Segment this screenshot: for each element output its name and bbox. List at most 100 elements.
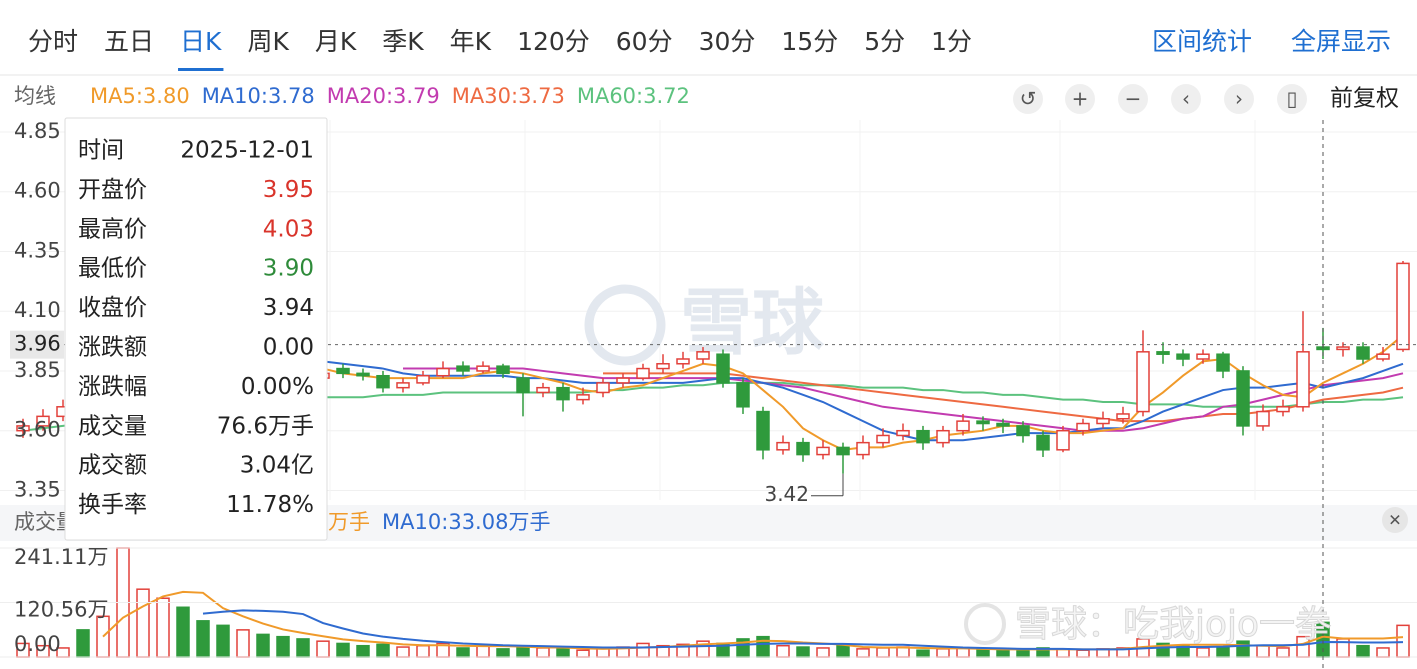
volume-bar (836, 644, 850, 658)
volume-bar (416, 644, 430, 658)
tooltip-value: 76.6万手 (217, 413, 314, 439)
candle-body (1116, 413, 1130, 420)
tab[interactable]: 周K (247, 27, 289, 56)
last-price-label: 3.96 (14, 332, 61, 356)
candle-body (1196, 353, 1210, 360)
candle-body (936, 429, 950, 444)
y-tick-label: 4.85 (14, 119, 61, 143)
candle-body (1136, 351, 1150, 413)
tab[interactable]: 1分 (931, 27, 972, 56)
candle-body (1176, 353, 1190, 360)
volume-bar (1216, 646, 1230, 658)
candle-body (456, 365, 470, 372)
header-link[interactable]: 区间统计 (1152, 27, 1252, 56)
tooltip-label: 成交量 (78, 413, 147, 439)
toolbar-button[interactable] (1065, 84, 1095, 114)
toolbar-button[interactable] (1171, 84, 1201, 114)
volume-bar (516, 646, 530, 658)
candle-body (336, 367, 350, 375)
volume-bar (1016, 649, 1030, 658)
candle-body (36, 415, 50, 427)
tooltip-label: 成交额 (78, 453, 147, 479)
volume-bar (556, 648, 570, 658)
candle-body (1216, 353, 1230, 372)
y-tick-label: 3.35 (14, 477, 61, 501)
volume-bar (216, 624, 230, 658)
tab[interactable]: 月K (315, 27, 357, 56)
candle-body (716, 353, 730, 384)
tooltip-label: 涨跌幅 (78, 374, 147, 400)
toolbar-icon: ↺ (1020, 87, 1037, 111)
tab[interactable]: 5分 (864, 27, 905, 56)
watermark: 雪球 (680, 281, 825, 365)
volume-bar (576, 649, 590, 658)
toolbar-icon: ▯ (1286, 87, 1297, 111)
adjust-mode[interactable]: 前复权 (1330, 86, 1399, 112)
volume-bar (876, 647, 890, 658)
toolbar-button[interactable] (1118, 84, 1148, 114)
candle-body (1076, 422, 1090, 432)
watermark-logo (584, 284, 666, 366)
candle-body (816, 446, 830, 456)
volume-bar (1276, 647, 1290, 658)
candle-body (896, 429, 910, 437)
candle-body (1236, 370, 1250, 427)
ma-title: 均线 (14, 84, 56, 108)
toolbar-button[interactable] (1013, 84, 1043, 114)
ma-line (603, 372, 1404, 423)
candle-body (956, 420, 970, 432)
candle-body (536, 386, 550, 394)
y-tick-label: 3.60 (14, 418, 61, 442)
tab[interactable]: 60分 (616, 27, 673, 56)
tab[interactable]: 120分 (517, 27, 590, 56)
ma-line (202, 353, 1404, 442)
tab-underline (178, 68, 224, 71)
y-tick-label: 4.60 (14, 179, 61, 203)
y-tick-label: 3.85 (14, 358, 61, 382)
volume-bar (496, 648, 510, 658)
tooltip-value: 3.95 (263, 177, 314, 203)
low-annotation: 3.42 (764, 482, 809, 506)
volume-bar (136, 588, 150, 658)
volume-bar (936, 648, 950, 658)
volume-bar (316, 640, 330, 658)
toolbar-button[interactable] (1224, 84, 1254, 114)
volume-bar (456, 647, 470, 658)
volume-bar (916, 649, 930, 658)
volume-bar (1356, 644, 1370, 658)
close-button[interactable] (1382, 507, 1408, 533)
tooltip-value: 0.00% (241, 374, 314, 400)
candle-body (736, 382, 750, 408)
tab[interactable]: 15分 (781, 27, 838, 56)
tooltip-value: 3.04亿 (240, 453, 314, 479)
candle-body (1356, 346, 1370, 360)
tooltip-label: 涨跌额 (78, 335, 147, 361)
tooltip-value: 3.90 (263, 256, 314, 282)
volume-bar (376, 643, 390, 658)
volume-bar (996, 649, 1010, 658)
tab[interactable]: 年K (450, 27, 492, 56)
tab[interactable]: 五日 (104, 27, 154, 56)
candle-body (1396, 262, 1410, 351)
candle-body (976, 420, 990, 425)
candle-body (996, 422, 1010, 427)
candle-body (496, 365, 510, 375)
volume-bar (236, 629, 250, 658)
candle-body (856, 441, 870, 456)
legend-entry: MA30:3.73 (452, 84, 565, 108)
close-icon: ✕ (1388, 511, 1401, 530)
toolbar-button[interactable] (1277, 84, 1307, 114)
tab[interactable]: 季K (382, 27, 424, 56)
tab[interactable]: 日K (180, 27, 222, 56)
volume-bar (856, 648, 870, 658)
volume-bar (1256, 644, 1270, 658)
legend-entry: MA10:3.78 (202, 84, 315, 108)
tab[interactable]: 30分 (699, 27, 756, 56)
volume-bar (356, 644, 370, 658)
candle-body (656, 363, 670, 370)
header-link[interactable]: 全屏显示 (1291, 27, 1391, 56)
candle-body (836, 446, 850, 456)
tab[interactable]: 分时 (28, 27, 78, 56)
candle-body (616, 377, 630, 384)
candle-body (376, 374, 390, 389)
